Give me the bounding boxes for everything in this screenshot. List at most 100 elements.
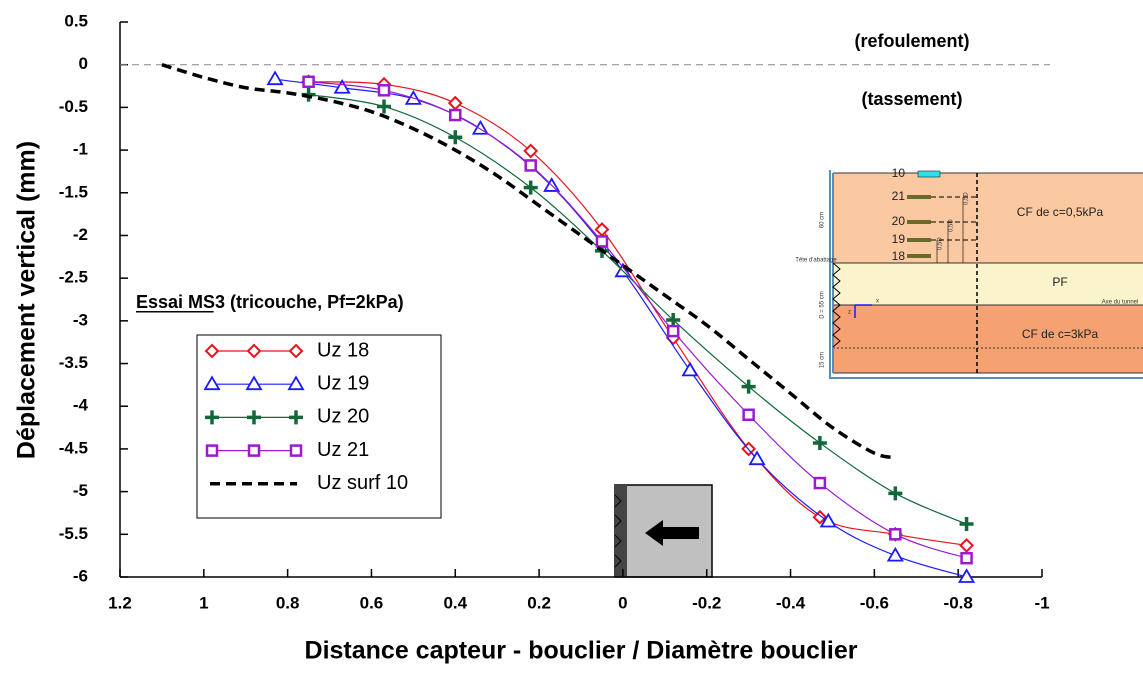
- shield-icon: [614, 484, 713, 578]
- y-tick-label: -3: [73, 310, 88, 329]
- legend-label: Uz surf 10: [317, 472, 408, 494]
- marker: [289, 410, 303, 425]
- x-tick-label: -0.8: [944, 593, 973, 612]
- inset-note: D = 55 cm: [820, 291, 826, 319]
- legend-label: Uz 19: [317, 372, 369, 394]
- y-tick-label: -5.5: [59, 524, 88, 543]
- marker: [666, 312, 681, 327]
- x-tick-label: -0.4: [776, 593, 806, 612]
- legend-label: Uz 21: [317, 439, 369, 461]
- y-tick-label: -4: [73, 396, 89, 415]
- marker: [287, 375, 305, 391]
- marker: [205, 444, 219, 457]
- marker: [886, 546, 904, 562]
- marker: [333, 78, 351, 94]
- marker: [247, 444, 261, 457]
- x-tick-label: 0.6: [360, 593, 384, 612]
- y-axis-label: Déplacement vertical (mm): [13, 141, 41, 459]
- marker: [748, 450, 766, 466]
- layer-label: CF de c=3kPa: [1022, 327, 1099, 341]
- annotation: (tassement): [861, 89, 962, 109]
- inset-note: 0,5D: [938, 237, 944, 250]
- marker: [289, 444, 303, 457]
- marker: [523, 143, 539, 159]
- marker: [742, 408, 755, 422]
- inset-note: Tête d'abattage: [795, 258, 837, 264]
- series-line: [308, 93, 967, 525]
- series-line: [308, 81, 967, 547]
- x-tick-label: -1: [1034, 593, 1049, 612]
- marker: [959, 517, 974, 532]
- x-tick-label: 0.2: [527, 593, 551, 612]
- x-tick-label: 1.2: [108, 593, 132, 612]
- marker: [302, 75, 315, 89]
- marker: [246, 343, 262, 359]
- marker: [888, 486, 903, 501]
- y-tick-label: -6: [73, 566, 88, 585]
- marker: [813, 476, 827, 490]
- legend-label: Uz 18: [317, 339, 369, 361]
- marker: [203, 375, 221, 391]
- marker: [205, 410, 219, 425]
- sensor-label: 10: [892, 166, 906, 180]
- marker: [449, 108, 462, 122]
- inset-note: 60 cm: [820, 212, 826, 228]
- marker: [812, 509, 828, 525]
- marker: [741, 379, 756, 394]
- marker: [447, 95, 463, 111]
- marker: [889, 528, 902, 541]
- legend: [196, 334, 442, 519]
- legend-label: Uz 20: [317, 406, 369, 428]
- marker: [288, 343, 304, 359]
- y-tick-label: -0.5: [59, 97, 88, 116]
- inset-note: 0,5D: [964, 192, 970, 205]
- x-tick-label: 1: [199, 593, 208, 612]
- marker: [204, 343, 220, 359]
- marker: [524, 159, 537, 172]
- sensor-label: 20: [892, 214, 906, 228]
- marker: [681, 361, 699, 377]
- y-tick-label: -2: [73, 225, 88, 244]
- x-tick-label: 0.4: [443, 593, 467, 612]
- inset-note: 15 cm: [820, 352, 826, 368]
- sensor-label: 21: [892, 189, 906, 203]
- sensor-label: 18: [892, 249, 906, 263]
- marker: [377, 99, 392, 114]
- inset-note: 0,5D: [949, 219, 955, 232]
- marker: [959, 537, 974, 553]
- marker: [595, 235, 609, 248]
- series-line: [161, 63, 896, 460]
- x-axis-label: Distance capteur - bouclier / Diamètre b…: [305, 637, 858, 665]
- layer-label: CF de c=0,5kPa: [1017, 205, 1104, 219]
- marker: [812, 435, 827, 450]
- marker: [594, 222, 610, 237]
- inset-note: Axe du tunnel: [1102, 300, 1139, 306]
- marker: [266, 70, 284, 86]
- marker: [819, 512, 837, 528]
- marker: [523, 180, 538, 195]
- marker: [245, 375, 263, 391]
- x-tick-label: -0.2: [692, 593, 721, 612]
- sensor-label: 19: [892, 232, 906, 246]
- marker: [247, 410, 261, 425]
- marker: [666, 324, 680, 338]
- annotation: (refoulement): [854, 31, 969, 51]
- marker: [448, 130, 463, 145]
- inset-note: x: [876, 299, 879, 305]
- y-tick-label: 0: [79, 54, 88, 73]
- annotation: Essai MS3 (tricouche, Pf=2kPa): [136, 292, 404, 312]
- inset-note: z: [848, 310, 851, 316]
- marker: [960, 551, 973, 565]
- inset-diagram: 10 21 20 19 18 CF de c=0,5kPa PF CF de c…: [795, 166, 1143, 379]
- y-tick-label: -1: [73, 140, 88, 159]
- marker: [377, 84, 391, 97]
- series-line: [308, 81, 967, 559]
- y-tick-label: -2.5: [59, 268, 88, 287]
- x-tick-label: -0.6: [860, 593, 889, 612]
- y-tick-label: -4.5: [59, 438, 88, 457]
- x-tick-label: 0.8: [276, 593, 300, 612]
- x-tick-label: 0: [618, 593, 627, 612]
- y-tick-label: 0.5: [64, 11, 88, 30]
- layer-label: PF: [1052, 275, 1067, 289]
